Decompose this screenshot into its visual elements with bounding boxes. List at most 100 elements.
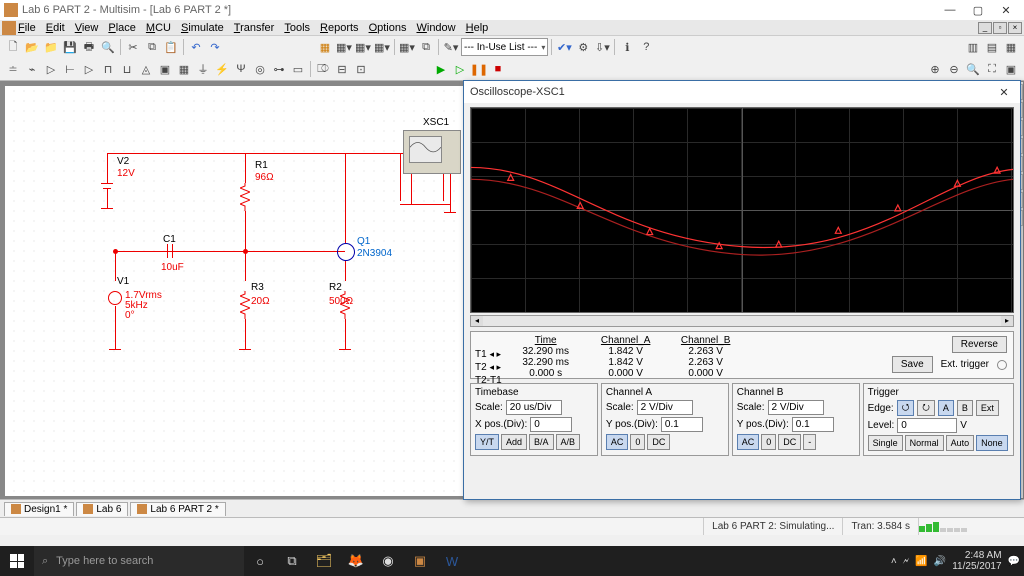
chb-ypos[interactable] bbox=[792, 417, 834, 432]
q1[interactable] bbox=[337, 243, 355, 261]
comp-analog-icon[interactable]: ▷ bbox=[80, 60, 98, 78]
menu-simulate[interactable]: Simulate bbox=[181, 22, 224, 34]
cha-btns-0[interactable]: 0 bbox=[630, 434, 645, 450]
tab-design1-[interactable]: Design1 * bbox=[4, 502, 74, 516]
comp-source-icon[interactable]: ≐ bbox=[4, 60, 22, 78]
maximize-button[interactable]: ▢ bbox=[964, 1, 992, 19]
word-icon[interactable]: W bbox=[436, 546, 468, 576]
undo-icon[interactable]: ↶ bbox=[187, 38, 205, 56]
edge-fall-button[interactable]: ⭮ bbox=[917, 400, 935, 416]
chrome-icon[interactable]: ◉ bbox=[372, 546, 404, 576]
comp-em-icon[interactable]: ◎ bbox=[251, 60, 269, 78]
inst2-icon[interactable]: ▦▾ bbox=[335, 38, 353, 56]
open-icon[interactable]: 📂 bbox=[23, 38, 41, 56]
r1[interactable] bbox=[240, 183, 250, 211]
menu-mcu[interactable]: MCU bbox=[146, 22, 171, 34]
tray-battery-icon[interactable]: 🗲 bbox=[903, 556, 910, 567]
comp-conn-icon[interactable]: ⊶ bbox=[270, 60, 288, 78]
copy-icon[interactable]: ⧉ bbox=[143, 38, 161, 56]
menu-window[interactable]: Window bbox=[416, 22, 455, 34]
save-button[interactable]: Save bbox=[892, 356, 933, 373]
tb-btns-ab[interactable]: A/B bbox=[556, 434, 581, 450]
stop-button[interactable]: ■ bbox=[489, 60, 507, 78]
chb-btns-[interactable]: - bbox=[803, 434, 816, 450]
comp-cmos-icon[interactable]: ⊔ bbox=[118, 60, 136, 78]
help-icon[interactable]: ? bbox=[637, 38, 655, 56]
hier-icon[interactable]: ⎄ bbox=[314, 60, 332, 78]
mdi-restore-button[interactable]: ▫ bbox=[993, 22, 1007, 34]
scope-screen[interactable] bbox=[470, 107, 1014, 313]
scope-close-button[interactable]: ✕ bbox=[994, 86, 1014, 99]
scope-symbol[interactable] bbox=[403, 130, 461, 174]
fullscreen-icon[interactable]: ▣ bbox=[1002, 60, 1020, 78]
comp-transistor-icon[interactable]: ⊢ bbox=[61, 60, 79, 78]
panel-toggle2-icon[interactable]: ▤ bbox=[983, 38, 1001, 56]
inst5-icon[interactable]: ▦▾ bbox=[398, 38, 416, 56]
open2-icon[interactable]: 📁 bbox=[42, 38, 60, 56]
menu-options[interactable]: Options bbox=[369, 22, 407, 34]
preview-icon[interactable]: 🔍 bbox=[99, 38, 117, 56]
panel-toggle3-icon[interactable]: ▦ bbox=[1002, 38, 1020, 56]
tool3-icon[interactable]: ℹ bbox=[618, 38, 636, 56]
mdi-min-button[interactable]: _ bbox=[978, 22, 992, 34]
cha-btns-dc[interactable]: DC bbox=[647, 434, 670, 450]
cut-icon[interactable]: ✂ bbox=[124, 38, 142, 56]
menu-help[interactable]: Help bbox=[466, 22, 489, 34]
tb-btns-yt[interactable]: Y/T bbox=[475, 434, 499, 450]
start-button[interactable] bbox=[0, 546, 34, 576]
inst3-icon[interactable]: ▦▾ bbox=[354, 38, 372, 56]
tb-btns-ba[interactable]: B/A bbox=[529, 434, 554, 450]
comp-rf-icon[interactable]: Ψ bbox=[232, 60, 250, 78]
paste-icon[interactable]: 📋 bbox=[162, 38, 180, 56]
comp-ni-icon[interactable]: ▭ bbox=[289, 60, 307, 78]
inuse-combo[interactable]: --- In-Use List --- bbox=[461, 38, 548, 56]
r3[interactable] bbox=[240, 291, 250, 319]
trig-btns-normal[interactable]: Normal bbox=[905, 435, 944, 451]
trig-btns-none[interactable]: None bbox=[976, 435, 1008, 451]
menu-transfer[interactable]: Transfer bbox=[234, 22, 275, 34]
check-icon[interactable]: ✔▾ bbox=[555, 38, 573, 56]
run-button[interactable]: ▶ bbox=[432, 60, 450, 78]
cortana-icon[interactable]: ○ bbox=[244, 546, 276, 576]
comp-power-icon[interactable]: ⚡ bbox=[213, 60, 231, 78]
minimize-button[interactable]: — bbox=[936, 1, 964, 19]
save-icon[interactable]: 💾 bbox=[61, 38, 79, 56]
pause-button[interactable]: ❚❚ bbox=[470, 60, 488, 78]
tray-up-icon[interactable]: ˄ bbox=[891, 556, 897, 567]
reverse-button[interactable]: Reverse bbox=[952, 336, 1007, 353]
menu-edit[interactable]: Edit bbox=[46, 22, 65, 34]
edge-a-button[interactable]: A bbox=[938, 400, 954, 416]
menu-reports[interactable]: Reports bbox=[320, 22, 359, 34]
cha-btns-ac[interactable]: AC bbox=[606, 434, 629, 450]
run-button-2[interactable]: ▷ bbox=[451, 60, 469, 78]
new-icon[interactable]: 🗋 bbox=[4, 38, 22, 56]
timebase-scale[interactable] bbox=[506, 400, 562, 415]
close-button[interactable]: ✕ bbox=[992, 1, 1020, 19]
comp-diode-icon[interactable]: ▷ bbox=[42, 60, 60, 78]
chb-scale[interactable] bbox=[768, 400, 824, 415]
comp-ttl-icon[interactable]: ⊓ bbox=[99, 60, 117, 78]
edge-b-button[interactable]: B bbox=[957, 400, 973, 416]
cha-scale[interactable] bbox=[637, 400, 693, 415]
chb-btns-ac[interactable]: AC bbox=[737, 434, 760, 450]
tool2-icon[interactable]: ⇩▾ bbox=[593, 38, 611, 56]
menu-tools[interactable]: Tools bbox=[284, 22, 310, 34]
inst4-icon[interactable]: ▦▾ bbox=[373, 38, 391, 56]
probe-icon[interactable]: ✎▾ bbox=[442, 38, 460, 56]
edge-rise-button[interactable]: ⭯ bbox=[897, 400, 915, 416]
comp-mcu-icon[interactable]: ▦ bbox=[175, 60, 193, 78]
menu-view[interactable]: View bbox=[75, 22, 99, 34]
zoom-area-icon[interactable]: 🔍 bbox=[964, 60, 982, 78]
tab-lab-6[interactable]: Lab 6 bbox=[76, 502, 128, 516]
v1[interactable] bbox=[108, 291, 122, 305]
bus-icon[interactable]: ⊟ bbox=[333, 60, 351, 78]
menu-place[interactable]: Place bbox=[108, 22, 136, 34]
comp-ind-icon[interactable]: ⏚ bbox=[194, 60, 212, 78]
comp-adv-icon[interactable]: ▣ bbox=[156, 60, 174, 78]
panel-toggle1-icon[interactable]: ▥ bbox=[964, 38, 982, 56]
zoom-in-icon[interactable]: ⊕ bbox=[926, 60, 944, 78]
chb-btns-0[interactable]: 0 bbox=[761, 434, 776, 450]
menu-file[interactable]: File bbox=[18, 22, 36, 34]
trig-btns-single[interactable]: Single bbox=[868, 435, 903, 451]
inst6-icon[interactable]: ⧉ bbox=[417, 38, 435, 56]
